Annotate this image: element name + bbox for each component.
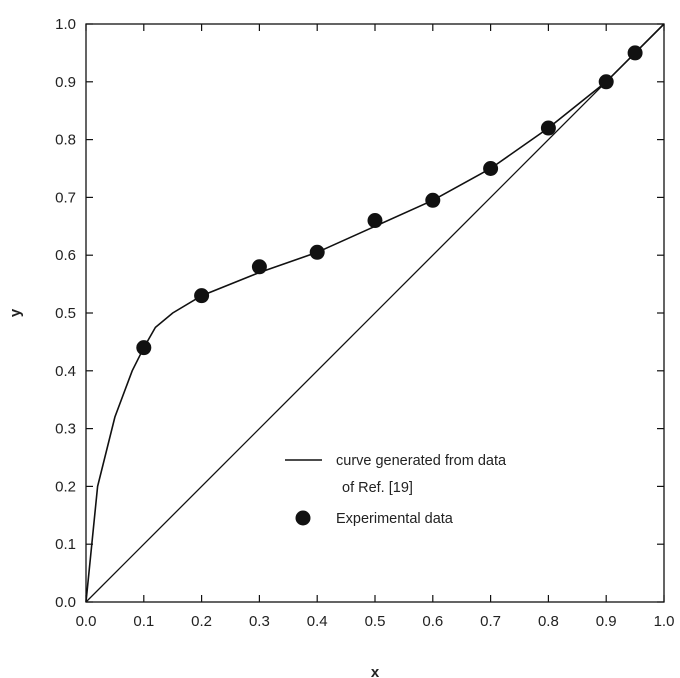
- data-point: [598, 74, 614, 90]
- legend-line-label-2: of Ref. [19]: [342, 480, 413, 496]
- data-point: [309, 244, 325, 260]
- y-tick-label: 0.9: [55, 74, 76, 91]
- y-tick-label: 0.4: [55, 363, 76, 380]
- y-tick-label: 0.1: [55, 536, 76, 553]
- data-point: [425, 192, 441, 208]
- y-tick-label: 0.6: [55, 247, 76, 264]
- data-point: [540, 120, 556, 136]
- x-tick-label: 0.4: [307, 613, 328, 630]
- x-tick-label: 0.8: [538, 613, 559, 630]
- ticks: [85, 23, 665, 603]
- y-tick-label: 0.7: [55, 189, 76, 206]
- y-tick-label: 0.2: [55, 478, 76, 495]
- data-point: [194, 288, 210, 304]
- y-tick-label: 0.8: [55, 132, 76, 149]
- legend-marker-swatch: [295, 510, 311, 526]
- legend-line-label-1: curve generated from data: [336, 453, 507, 469]
- x-tick-label: 0.5: [365, 613, 386, 630]
- data-point: [367, 213, 383, 229]
- y-tick-label: 0.3: [55, 421, 76, 438]
- y-tick-label: 0.0: [55, 594, 76, 611]
- x-tick-label: 0.7: [480, 613, 501, 630]
- legend-marker-label: Experimental data: [336, 511, 454, 527]
- data-point: [136, 340, 152, 356]
- fitted-curve-line: [85, 23, 665, 603]
- x-tick-label: 0.1: [133, 613, 154, 630]
- x-axis-label: x: [371, 664, 380, 678]
- x-tick-label: 0.3: [249, 613, 270, 630]
- experimental-markers: [136, 45, 643, 356]
- x-tick-label: 0.9: [596, 613, 617, 630]
- x-tick-label: 0.0: [76, 613, 97, 630]
- x-tick-label: 0.6: [422, 613, 443, 630]
- tick-labels: 0.0 0.1 0.2 0.3 0.4 0.5 0.6 0.7 0.8 0.9 1.0 0.0 0.1 0…: [55, 16, 674, 630]
- y-axis-label: y: [7, 308, 24, 317]
- data-point: [627, 45, 643, 61]
- diagonal-reference-line: [85, 23, 665, 603]
- x-tick-label: 0.2: [191, 613, 212, 630]
- y-tick-label: 0.5: [55, 305, 76, 322]
- x-tick-label: 1.0: [654, 613, 675, 630]
- data-point: [483, 161, 499, 176]
- legend: curve generated from data of Ref. [19] E…: [285, 453, 507, 527]
- y-tick-label: 1.0: [55, 16, 76, 33]
- data-point: [251, 259, 267, 275]
